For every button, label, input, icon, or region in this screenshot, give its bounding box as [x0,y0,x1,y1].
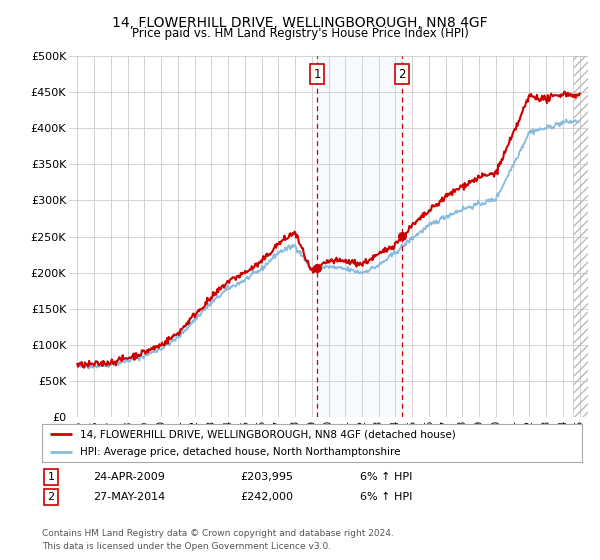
Text: 27-MAY-2014: 27-MAY-2014 [93,492,165,502]
Text: 14, FLOWERHILL DRIVE, WELLINGBOROUGH, NN8 4GF: 14, FLOWERHILL DRIVE, WELLINGBOROUGH, NN… [112,16,488,30]
Text: Price paid vs. HM Land Registry's House Price Index (HPI): Price paid vs. HM Land Registry's House … [131,27,469,40]
Text: Contains HM Land Registry data © Crown copyright and database right 2024.
This d: Contains HM Land Registry data © Crown c… [42,529,394,550]
Text: 14, FLOWERHILL DRIVE, WELLINGBOROUGH, NN8 4GF (detached house): 14, FLOWERHILL DRIVE, WELLINGBOROUGH, NN… [80,429,455,439]
Text: £203,995: £203,995 [240,472,293,482]
Text: 2: 2 [398,68,406,81]
Text: 24-APR-2009: 24-APR-2009 [93,472,165,482]
Text: 6% ↑ HPI: 6% ↑ HPI [360,472,412,482]
Text: 1: 1 [47,472,55,482]
Text: HPI: Average price, detached house, North Northamptonshire: HPI: Average price, detached house, Nort… [80,447,400,457]
Text: £242,000: £242,000 [240,492,293,502]
Text: 2: 2 [47,492,55,502]
Text: 1: 1 [313,68,320,81]
Text: 6% ↑ HPI: 6% ↑ HPI [360,492,412,502]
Bar [317,56,403,417]
